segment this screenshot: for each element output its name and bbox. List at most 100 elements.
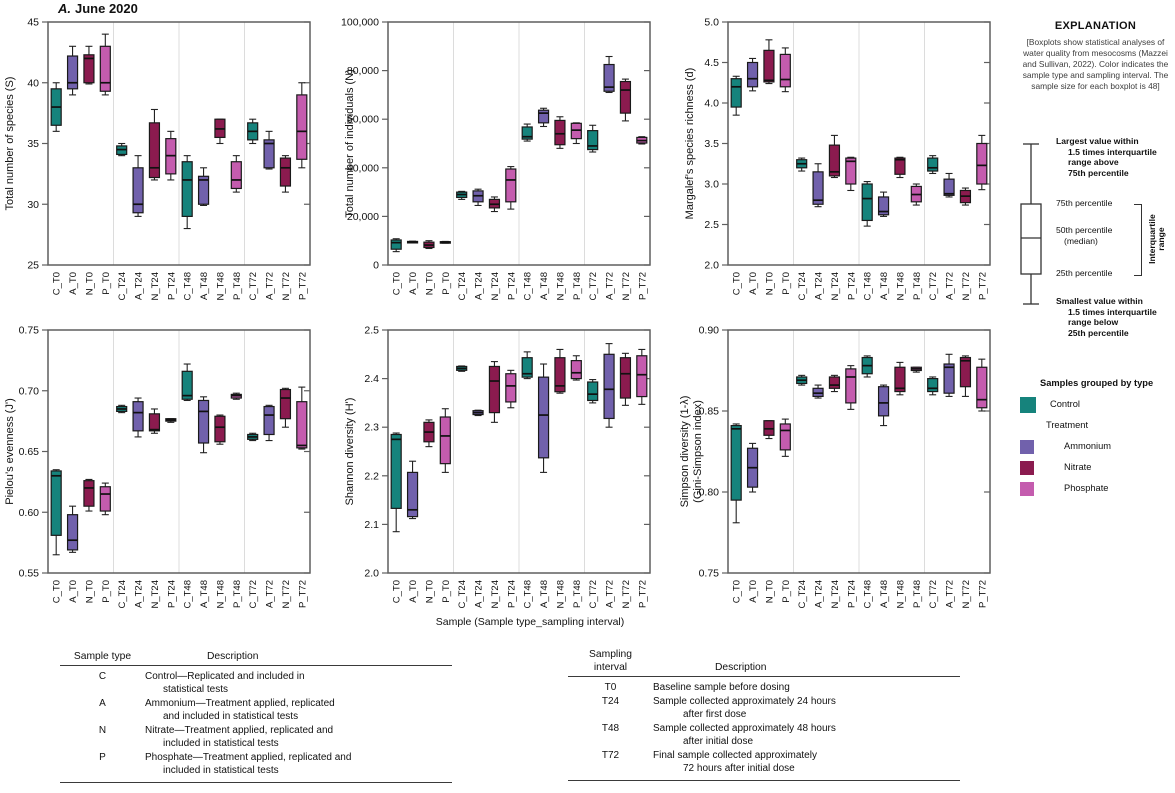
box-A_T0 <box>66 45 79 96</box>
table-cell-key: T0 <box>604 682 617 693</box>
x-tick-label: C_T24 <box>457 580 468 609</box>
x-tick-label: C_T24 <box>797 272 808 301</box>
x-tick-label: N_T24 <box>150 272 161 301</box>
table-row: T24 Sample collected approximately 24 hou… <box>568 695 960 721</box>
box-C_T48 <box>521 351 533 380</box>
x-tick-label: A_T24 <box>134 272 145 300</box>
legend-swatch <box>1020 461 1034 475</box>
y-tick-label: 100,000 <box>341 17 379 29</box>
x-tick-label: N_T0 <box>424 580 435 603</box>
box-N_T48 <box>214 118 226 145</box>
box-A_T48 <box>197 396 210 454</box>
box-A_T24 <box>812 163 824 208</box>
x-tick-label: C_T0 <box>52 272 63 295</box>
box-A_T72 <box>263 404 275 442</box>
x-tick-label: N_T72 <box>281 580 292 609</box>
x-tick-label: A_T24 <box>134 580 145 608</box>
table-cell-description: Control—Replicated and included in statis… <box>145 671 305 695</box>
box-N_T72 <box>959 355 972 397</box>
box-N_T24 <box>148 408 161 434</box>
y-tick-label: 0.85 <box>699 406 720 418</box>
box-N_T72 <box>619 78 632 122</box>
table-header-key: Sampling interval <box>589 649 632 673</box>
panel-simpson-diversity: 0.75 0.80 0.85 0.90 Simpson diversity (1-λ)(… <box>679 322 1015 627</box>
box-P_T0 <box>439 240 451 244</box>
legend-swatch <box>1020 440 1034 454</box>
x-tick-label: A_T48 <box>539 580 550 608</box>
x-tick-label: P_T72 <box>297 580 308 608</box>
box-A_T24 <box>472 188 484 207</box>
x-tick-label: C_T0 <box>392 580 403 603</box>
boxplot-svg: 2.0 2.1 2.2 2.3 2.4 2.5 Shannon diversity (H')… <box>344 325 651 609</box>
x-tick-label: A_T0 <box>748 580 759 603</box>
table-row: T48 Sample collected approximately 48 hou… <box>568 722 960 748</box>
box-P_T48 <box>570 355 582 381</box>
x-tick-label: C_T0 <box>392 272 403 295</box>
box-P_T0 <box>779 47 791 93</box>
x-tick-label: P_T72 <box>297 272 308 300</box>
legend-item-ammonium: Ammonium <box>1016 438 1175 459</box>
box-C_T48 <box>861 181 873 227</box>
table-row: A Ammonium—Treatment applied, replicated a… <box>60 697 452 723</box>
box-N_T24 <box>488 196 501 213</box>
legend-rows: Control Treatment Ammonium Nitrate Phosphate <box>1016 396 1175 501</box>
explanation-panel: EXPLANATION [Boxplots show statistical a… <box>1016 20 1175 520</box>
box-C_T24 <box>116 404 128 414</box>
legend-label: Ammonium <box>1064 441 1112 451</box>
x-tick-label: A_T0 <box>408 272 419 295</box>
x-tick-label: A_T24 <box>814 580 825 608</box>
x-tick-label: N_T72 <box>281 272 292 301</box>
y-axis-title: (Gini-Simpson index) <box>692 400 704 503</box>
x-tick-label: A_T72 <box>605 272 616 300</box>
x-tick-label: C_T72 <box>588 272 599 301</box>
x-tick-label: P_T72 <box>637 272 648 300</box>
panel-pielou-evenness: 0.55 0.60 0.65 0.70 0.75 Pielou’s evenness (J… <box>0 322 335 627</box>
x-tick-label: N_T72 <box>961 272 972 301</box>
box-C_T0 <box>50 82 62 132</box>
x-tick-label: A_T48 <box>199 580 210 608</box>
box-C_T48 <box>181 363 193 402</box>
box-P_T48 <box>570 122 582 145</box>
box-C_T0 <box>730 75 742 116</box>
box-A_T0 <box>746 57 759 92</box>
x-tick-label: N_T24 <box>830 272 841 301</box>
box-N_T0 <box>83 45 95 85</box>
x-tick-label: P_T48 <box>572 580 583 608</box>
x-tick-label: P_T0 <box>101 272 112 295</box>
x-tick-label: N_T72 <box>961 580 972 609</box>
box-N_T24 <box>488 361 501 423</box>
y-tick-label: 2.3 <box>364 422 379 434</box>
x-tick-label: N_T48 <box>895 272 906 301</box>
box-P_T72 <box>636 136 648 145</box>
x-tick-label: N_T48 <box>215 272 226 301</box>
x-tick-label: P_T48 <box>912 580 923 608</box>
box-C_T24 <box>796 157 808 172</box>
x-tick-label: C_T24 <box>117 580 128 609</box>
table-cell-description: Ammonium—Treatment applied, replicated an… <box>145 698 335 722</box>
box-A_T0 <box>66 505 79 553</box>
legend-item-nitrate: Nitrate <box>1016 459 1175 480</box>
box-N_T0 <box>763 420 775 440</box>
box-P_T48 <box>230 392 242 400</box>
x-tick-label: N_T0 <box>764 580 775 603</box>
x-tick-label: C_T48 <box>863 580 874 609</box>
x-tick-label: N_T0 <box>764 272 775 295</box>
box-A_T24 <box>132 397 144 438</box>
box-N_T48 <box>894 156 906 179</box>
x-tick-label: P_T0 <box>781 580 792 603</box>
x-tick-label: P_T0 <box>101 580 112 603</box>
boxplot-svg: 0.55 0.60 0.65 0.70 0.75 Pielou’s evenness (J… <box>4 325 311 609</box>
box-A_T72 <box>263 130 275 170</box>
box-C_T0 <box>390 432 402 533</box>
y-tick-label: 3.0 <box>704 179 719 191</box>
x-tick-label: C_T24 <box>117 272 128 301</box>
y-tick-label: 0.65 <box>19 446 40 458</box>
x-tick-label: C_T48 <box>183 580 194 609</box>
y-tick-label: 4.0 <box>704 98 719 110</box>
box-P_T72 <box>976 358 988 412</box>
box-P_T24 <box>505 166 517 210</box>
table-header-key: Sample type <box>73 651 132 662</box>
y-tick-label: 2.0 <box>704 260 719 272</box>
box-C_T0 <box>730 423 742 524</box>
